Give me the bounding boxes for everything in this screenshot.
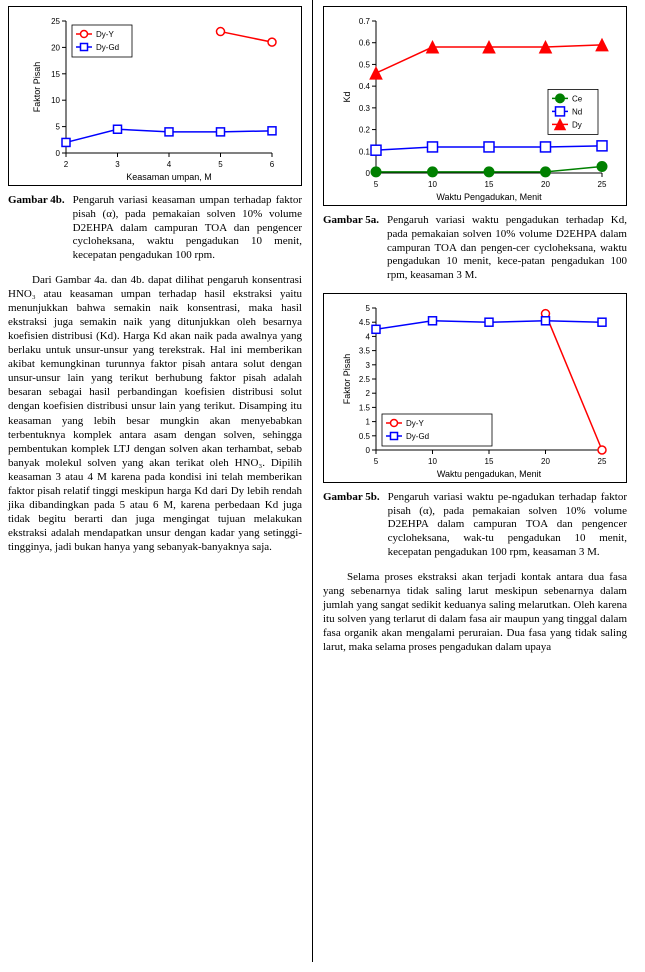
svg-text:0.1: 0.1 — [359, 147, 371, 156]
svg-text:15: 15 — [51, 70, 60, 79]
svg-text:10: 10 — [428, 180, 437, 189]
svg-text:15: 15 — [485, 457, 494, 466]
svg-text:25: 25 — [598, 180, 607, 189]
svg-text:5: 5 — [374, 180, 379, 189]
caption-5a-label: Gambar 5a. — [323, 214, 379, 283]
svg-text:2.5: 2.5 — [359, 375, 371, 384]
svg-text:0.6: 0.6 — [359, 39, 371, 48]
caption-4b-label: Gambar 4b. — [8, 194, 65, 263]
svg-text:15: 15 — [485, 180, 494, 189]
svg-text:0: 0 — [366, 169, 371, 178]
svg-text:1: 1 — [366, 417, 371, 426]
right-column: 51015202500.10.20.30.40.50.60.7Waktu Pen… — [315, 0, 635, 962]
svg-text:0.3: 0.3 — [359, 104, 371, 113]
page: 234560510152025Keasaman umpan, MFaktor P… — [0, 0, 645, 962]
svg-text:25: 25 — [598, 457, 607, 466]
svg-text:5: 5 — [374, 457, 379, 466]
caption-5a-text: Pengaruh variasi waktu pengadukan terhad… — [387, 214, 627, 283]
svg-text:1.5: 1.5 — [359, 403, 371, 412]
svg-text:Dy-Y: Dy-Y — [96, 30, 114, 39]
svg-text:2: 2 — [64, 160, 69, 169]
right-paragraph: Selama proses ekstraksi akan terjadi kon… — [323, 570, 627, 654]
svg-text:Faktor Pisah: Faktor Pisah — [342, 353, 352, 404]
svg-text:5: 5 — [218, 160, 223, 169]
svg-text:5: 5 — [366, 304, 371, 313]
svg-text:Waktu pengadukan, Menit: Waktu pengadukan, Menit — [437, 469, 542, 479]
column-divider — [312, 0, 313, 962]
chart-4b: 2 3 4 5 6 0 5 10 15 20 25 Keasaman umpan, M Faktor P… — [30, 13, 280, 183]
svg-text:Dy-Gd: Dy-Gd — [96, 43, 119, 52]
caption-5b: Gambar 5b. Pengaruh variasi waktu pe-nga… — [323, 491, 627, 560]
svg-text:0.4: 0.4 — [359, 82, 371, 91]
caption-5a: Gambar 5a. Pengaruh variasi waktu pengad… — [323, 214, 627, 283]
svg-text:4.5: 4.5 — [359, 318, 371, 327]
svg-text:Kd: Kd — [342, 91, 352, 102]
svg-text:0.2: 0.2 — [359, 126, 371, 135]
svg-text:Dy-Gd: Dy-Gd — [406, 432, 429, 441]
svg-text:0.7: 0.7 — [359, 17, 371, 26]
svg-text:Keasaman umpan, M: Keasaman umpan, M — [126, 172, 212, 182]
svg-text:10: 10 — [428, 457, 437, 466]
svg-text:3: 3 — [366, 361, 371, 370]
svg-text:5: 5 — [56, 123, 61, 132]
svg-text:Faktor Pisah: Faktor Pisah — [32, 62, 42, 113]
svg-text:6: 6 — [270, 160, 275, 169]
svg-text:0.5: 0.5 — [359, 432, 371, 441]
svg-text:Nd: Nd — [572, 107, 582, 116]
svg-text:20: 20 — [541, 180, 550, 189]
svg-text:Waktu Pengadukan, Menit: Waktu Pengadukan, Menit — [436, 192, 542, 202]
caption-5b-label: Gambar 5b. — [323, 491, 380, 560]
left-paragraph: Dari Gambar 4a. dan 4b. dapat dilihat pe… — [8, 273, 302, 555]
chart-5a: 5 10 15 20 25 0 0.1 0.2 0.3 0.4 0.5 0.6 0.7 Waktu Pen… — [340, 13, 610, 203]
svg-text:3: 3 — [115, 160, 120, 169]
svg-text:Dy: Dy — [572, 120, 582, 129]
chart-5a-frame: 5 10 15 20 25 0 0.1 0.2 0.3 0.4 0.5 0.6 0.7 Waktu Pen… — [323, 6, 627, 206]
svg-text:10: 10 — [51, 96, 60, 105]
svg-text:Ce: Ce — [572, 94, 583, 103]
svg-text:20: 20 — [51, 43, 60, 52]
chart-4b-frame: 2 3 4 5 6 0 5 10 15 20 25 Keasaman umpan, M Faktor P… — [8, 6, 302, 186]
svg-text:0: 0 — [56, 149, 61, 158]
svg-text:4: 4 — [366, 332, 371, 341]
svg-text:Dy-Y: Dy-Y — [406, 419, 424, 428]
svg-text:20: 20 — [541, 457, 550, 466]
svg-text:0: 0 — [366, 446, 371, 455]
chart-5b: 5 10 15 20 25 0 0.5 1 1.5 2 2.5 3 3.5 4 4.5 5 Waktu peng… — [340, 300, 610, 480]
caption-4b: Gambar 4b. Pengaruh variasi keasaman ump… — [8, 194, 302, 263]
svg-text:25: 25 — [51, 17, 60, 26]
left-column: 2 3 4 5 6 0 5 10 15 20 25 Keasaman umpan, M Faktor P… — [0, 0, 310, 962]
chart-5b-frame: 5 10 15 20 25 0 0.5 1 1.5 2 2.5 3 3.5 4 4.5 5 Waktu peng… — [323, 293, 627, 483]
svg-text:0.5: 0.5 — [359, 60, 371, 69]
svg-text:3.5: 3.5 — [359, 346, 371, 355]
caption-4b-text: Pengaruh variasi keasaman umpan terhadap… — [73, 194, 302, 263]
svg-text:2: 2 — [366, 389, 371, 398]
svg-text:4: 4 — [167, 160, 172, 169]
caption-5b-text: Pengaruh variasi waktu pe-ngadukan terha… — [388, 491, 627, 560]
